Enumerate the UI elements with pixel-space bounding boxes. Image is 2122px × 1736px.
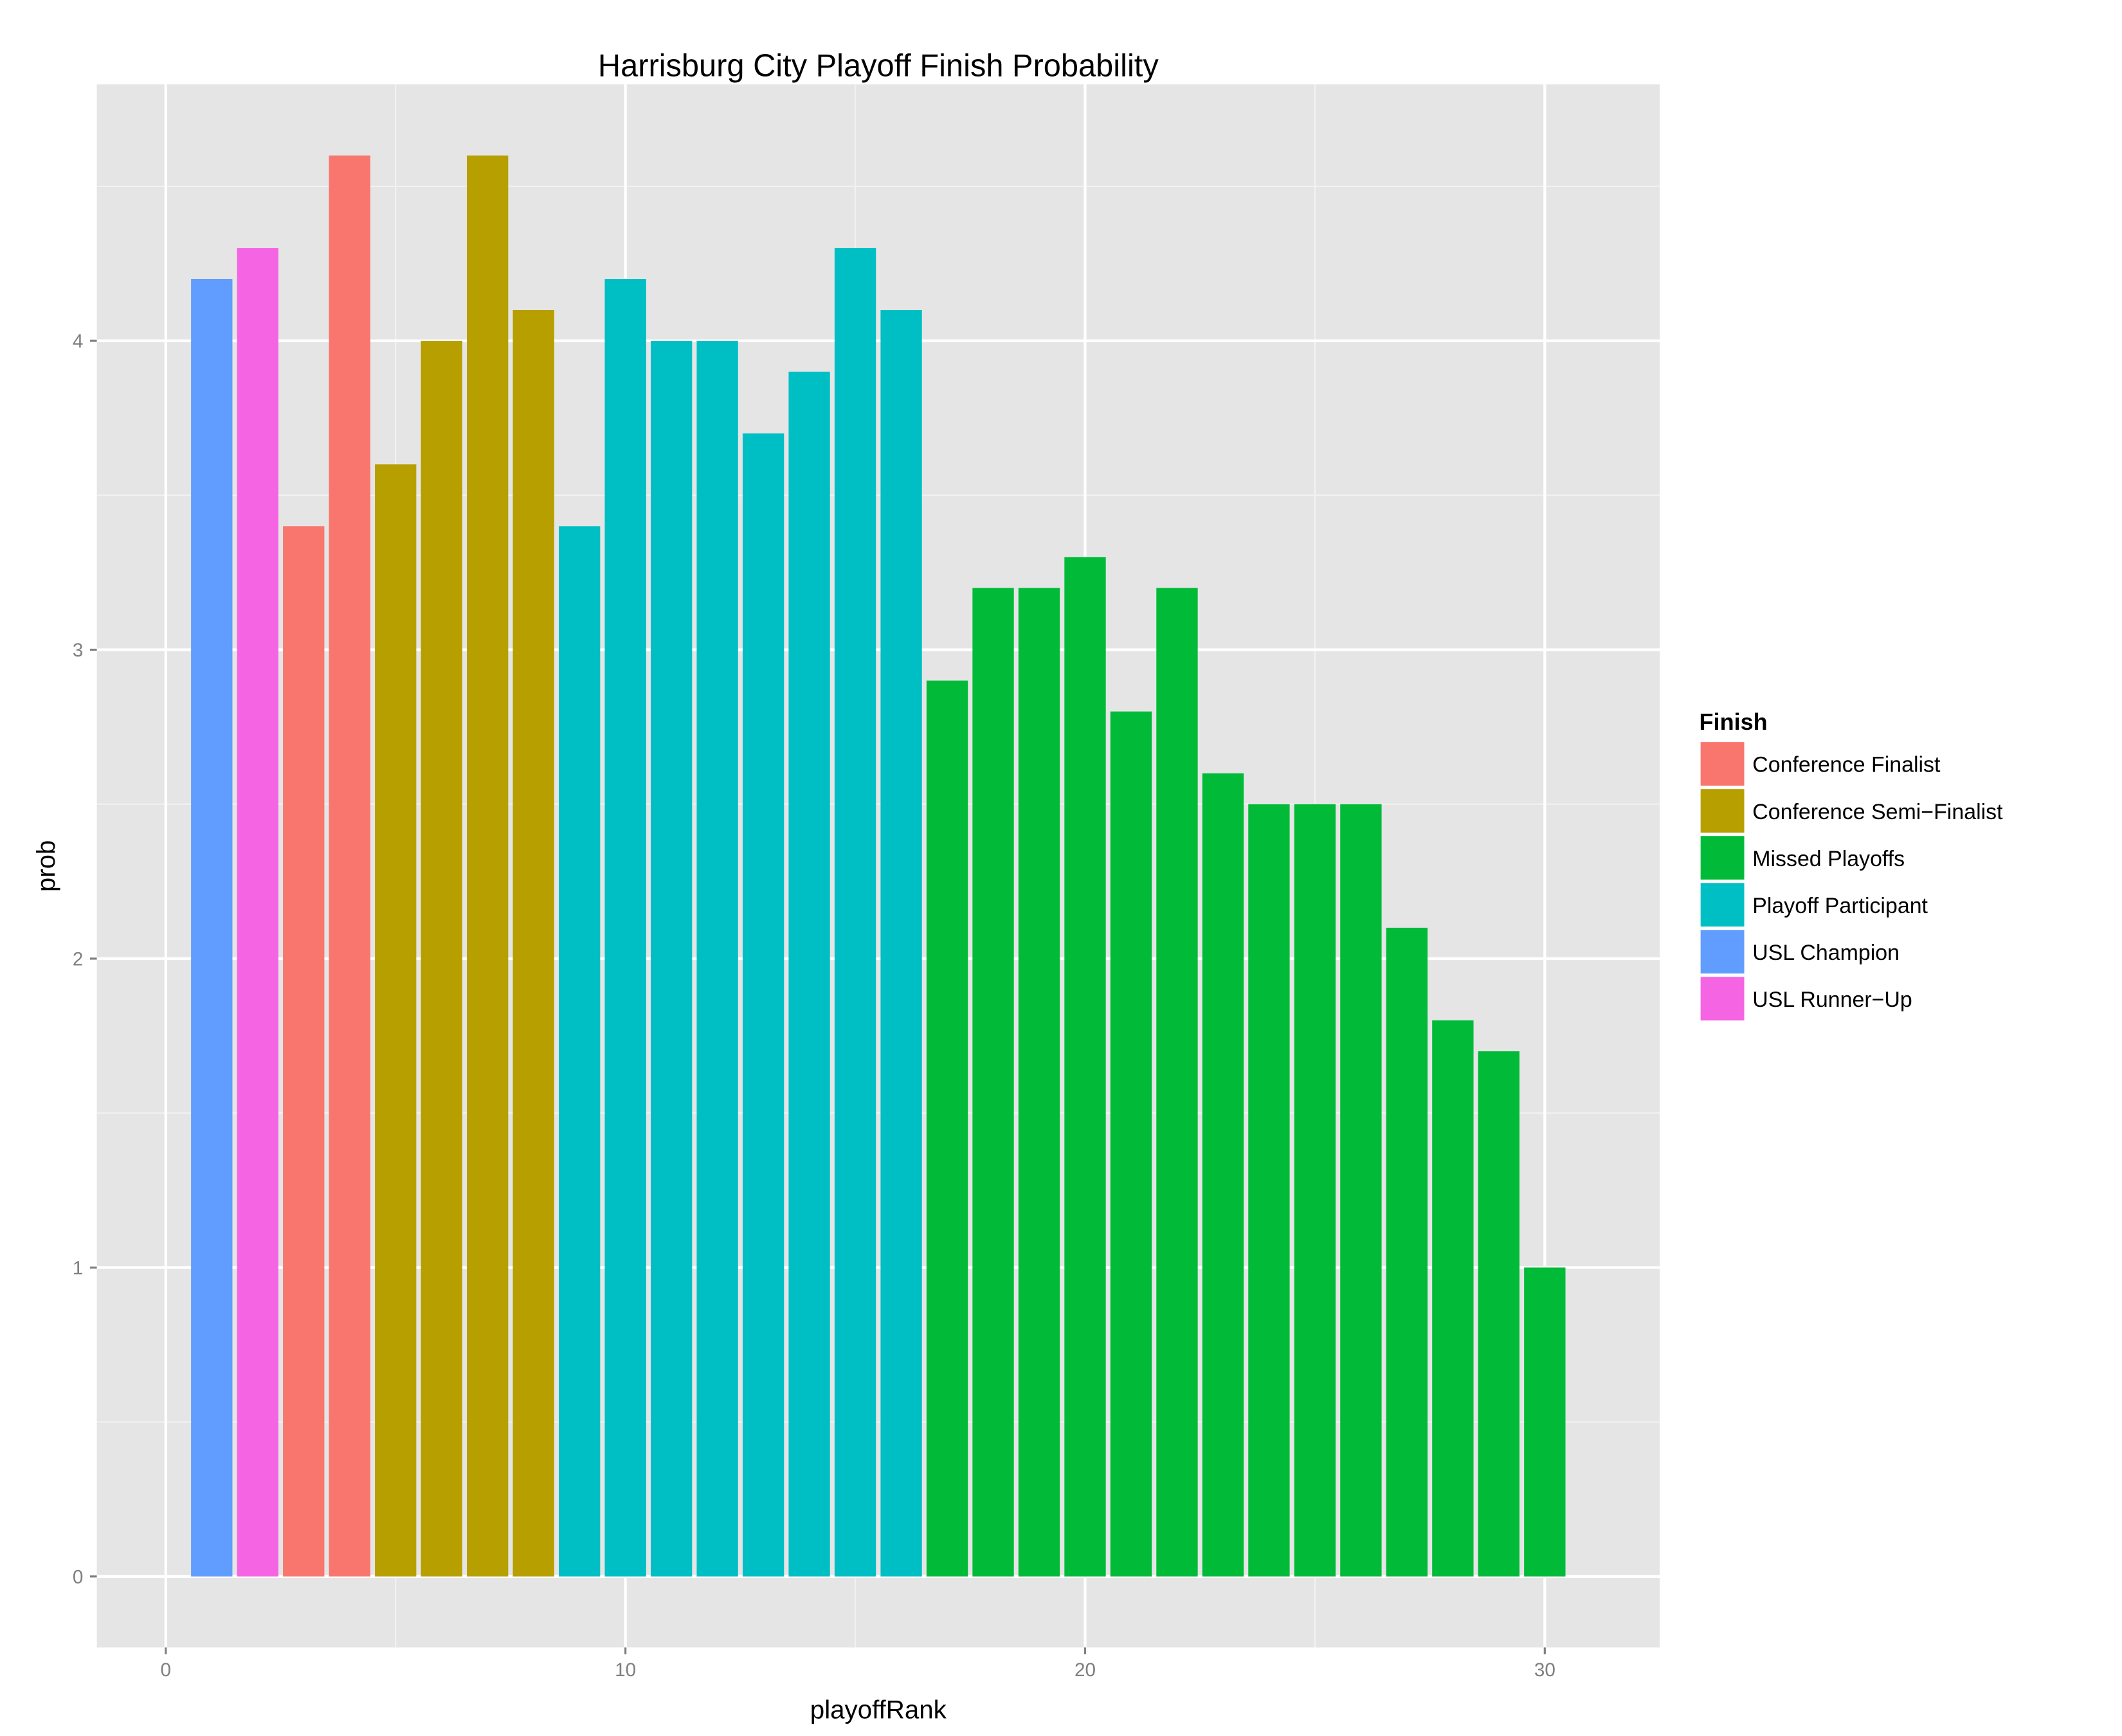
y-tick-label: 0	[73, 1566, 84, 1587]
bar	[1294, 804, 1336, 1577]
x-tick-label: 30	[1534, 1659, 1555, 1681]
bar	[1386, 927, 1428, 1577]
x-tick-label: 10	[615, 1659, 636, 1681]
bar	[1524, 1267, 1566, 1577]
y-tick-label: 2	[73, 949, 84, 970]
bar	[1064, 557, 1106, 1577]
bar	[237, 248, 278, 1577]
bar	[558, 526, 601, 1577]
y-tick-label: 4	[73, 331, 84, 352]
y-tick-label: 1	[73, 1258, 84, 1279]
bar	[512, 310, 554, 1577]
x-tick-label: 0	[161, 1659, 172, 1681]
legend-swatch	[1699, 882, 1746, 928]
x-axis-title: playoffRank	[810, 1695, 947, 1724]
bar	[1110, 711, 1152, 1577]
bar	[191, 278, 233, 1577]
bar	[696, 341, 738, 1577]
bar	[421, 341, 462, 1577]
legend-swatch	[1699, 788, 1746, 835]
bar	[1202, 773, 1244, 1577]
legend-title: Finish	[1700, 709, 1768, 735]
bar	[283, 526, 325, 1577]
legend-label: USL Champion	[1752, 941, 1900, 965]
bar	[1478, 1051, 1520, 1577]
legend-swatch	[1699, 928, 1746, 975]
legend-label: Conference Semi−Finalist	[1752, 800, 2003, 824]
bar	[1018, 588, 1060, 1577]
bar	[650, 341, 693, 1577]
x-tick-label: 20	[1075, 1659, 1096, 1681]
legend: Finish Conference Finalist Conference Sem…	[1699, 709, 2003, 1022]
legend-swatch	[1699, 835, 1746, 882]
bars	[191, 155, 1566, 1577]
bar	[788, 372, 830, 1577]
legend-swatch	[1699, 975, 1746, 1022]
bar	[742, 433, 784, 1577]
bar	[1432, 1020, 1474, 1577]
bar	[926, 680, 968, 1577]
bar	[1340, 804, 1382, 1577]
bar	[972, 588, 1014, 1577]
bar	[880, 310, 922, 1577]
legend-label: USL Runner−Up	[1752, 988, 1912, 1012]
bar	[1156, 588, 1198, 1577]
bar	[1248, 804, 1290, 1577]
bar	[329, 155, 370, 1577]
chart-title: Harrisburg City Playoff Finish Probabili…	[598, 49, 1159, 84]
bar	[834, 248, 876, 1577]
legend-label: Missed Playoffs	[1752, 847, 1905, 871]
bar	[467, 155, 509, 1577]
bar	[375, 464, 417, 1577]
legend-label: Playoff Participant	[1752, 894, 1928, 918]
legend-swatch	[1699, 741, 1746, 787]
axis-ticks: 0 10 20 30 0 1 2 3 4	[73, 331, 1555, 1681]
legend-label: Conference Finalist	[1752, 753, 1941, 777]
bar	[604, 278, 646, 1577]
y-tick-label: 3	[73, 640, 84, 661]
y-axis-title: prob	[32, 840, 60, 892]
